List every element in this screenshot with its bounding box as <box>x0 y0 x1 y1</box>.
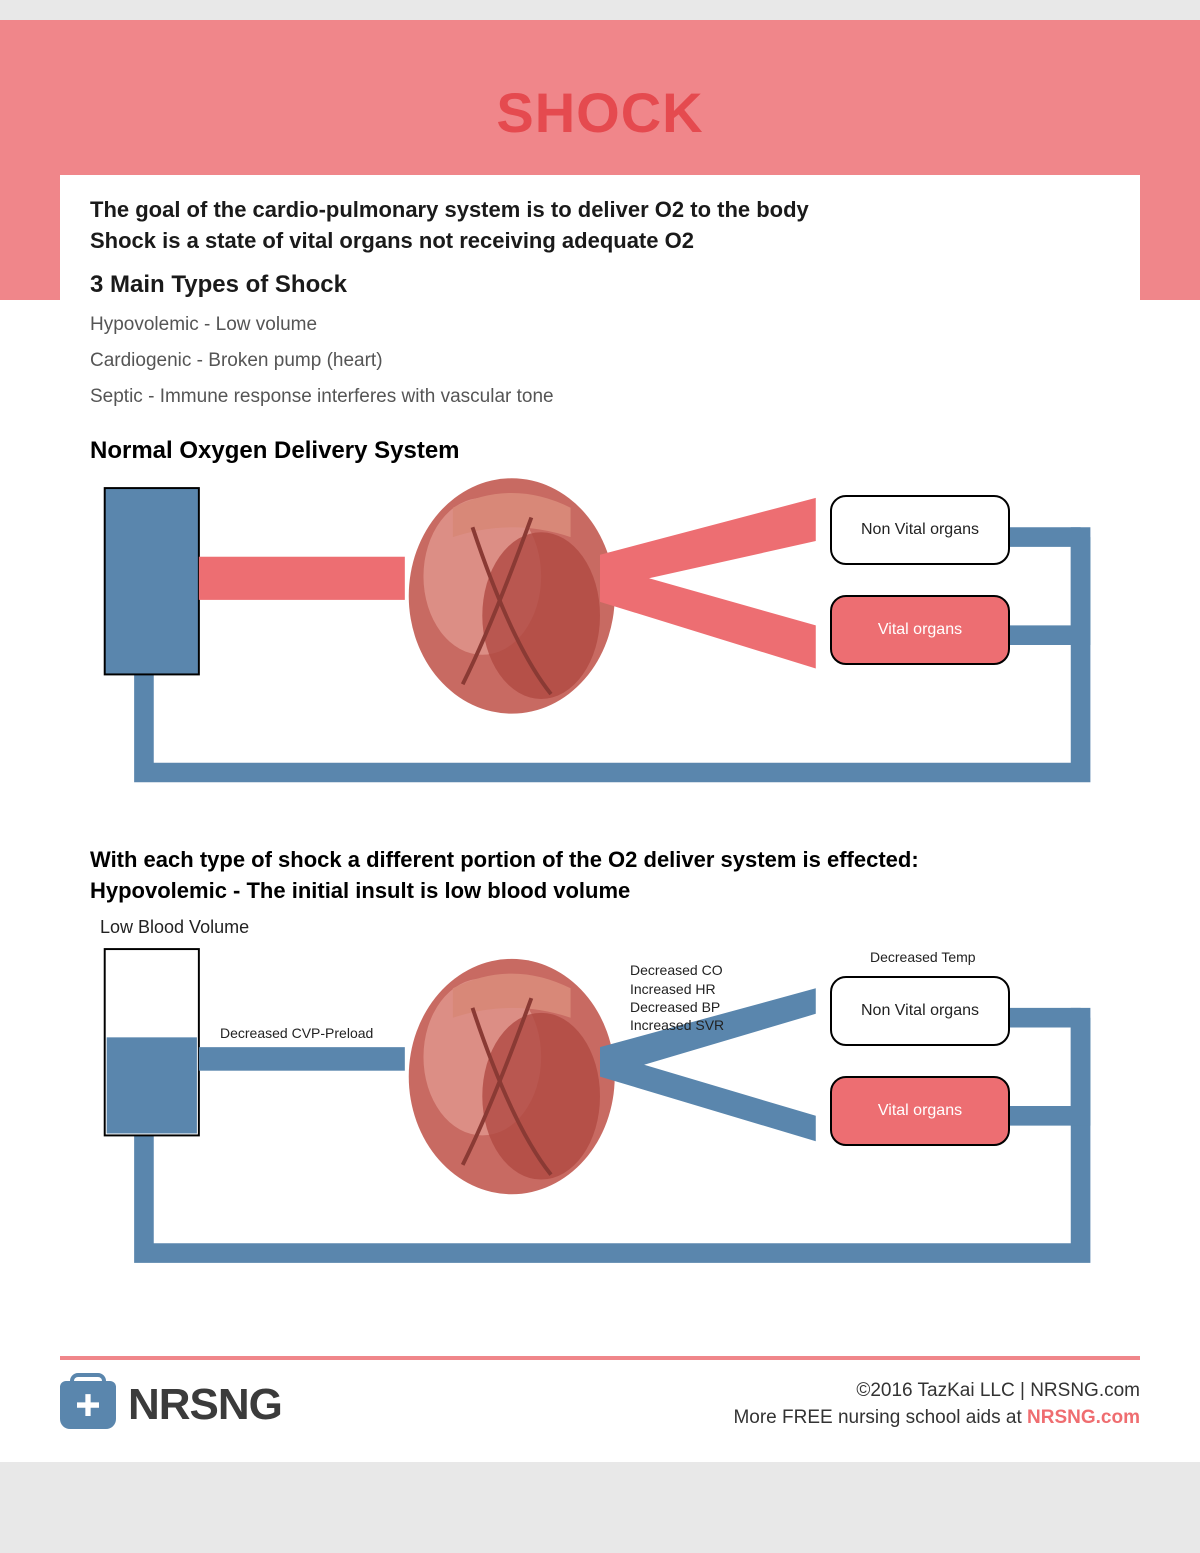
intro2-line-1: With each type of shock a different port… <box>90 845 1110 876</box>
credits: ©2016 TazKai LLC | NRSNG.com More FREE n… <box>733 1378 1140 1431</box>
vital-box: Vital organs <box>830 595 1010 665</box>
types-heading: 3 Main Types of Shock <box>90 271 1110 299</box>
preload-label: Decreased CVP-Preload <box>220 1024 373 1042</box>
type-item: Hypovolemic - Low volume <box>90 307 1110 343</box>
vital-box-2: Vital organs <box>830 1076 1010 1146</box>
temp-label: Decreased Temp <box>870 948 976 966</box>
nonvital-label: Non Vital organs <box>861 521 979 539</box>
goal-line-1: The goal of the cardio-pulmonary system … <box>90 195 1110 226</box>
metrics-block: Decreased CO Increased HR Decreased BP I… <box>630 961 724 1034</box>
metric: Increased HR <box>630 980 724 998</box>
nonvital-label-2: Non Vital organs <box>861 1002 979 1020</box>
brand-name: NRSNG <box>128 1380 282 1430</box>
intro2-line-2: Hypovolemic - The initial insult is low … <box>90 876 1110 907</box>
plus-icon <box>77 1394 99 1416</box>
type-item: Septic - Immune response interferes with… <box>90 379 1110 415</box>
vital-label-2: Vital organs <box>878 1102 962 1120</box>
type-item: Cardiogenic - Broken pump (heart) <box>90 343 1110 379</box>
diagram1-title: Normal Oxygen Delivery System <box>90 437 1110 465</box>
diagram-hypovolemic: Low Blood Volume <box>90 916 1110 1296</box>
content-card: The goal of the cardio-pulmonary system … <box>60 175 1140 1326</box>
metric: Decreased BP <box>630 998 724 1016</box>
nurse-cap-icon <box>60 1381 116 1429</box>
more-aids-pre: More FREE nursing school aids at <box>733 1407 1027 1428</box>
nonvital-box-2: Non Vital organs <box>830 976 1010 1046</box>
more-aids: More FREE nursing school aids at NRSNG.c… <box>733 1405 1140 1432</box>
metric: Increased SVR <box>630 1016 724 1034</box>
brand: NRSNG <box>60 1380 282 1430</box>
goal-line-2: Shock is a state of vital organs not rec… <box>90 226 1110 257</box>
goal-text: The goal of the cardio-pulmonary system … <box>90 195 1110 257</box>
copyright: ©2016 TazKai LLC | NRSNG.com <box>733 1378 1140 1405</box>
vital-label: Vital organs <box>878 621 962 639</box>
tank-label: Low Blood Volume <box>100 916 249 939</box>
intro2: With each type of shock a different port… <box>90 845 1110 907</box>
types-list: Hypovolemic - Low volume Cardiogenic - B… <box>90 307 1110 415</box>
page: SHOCK The goal of the cardio-pulmonary s… <box>0 20 1200 1462</box>
nonvital-box: Non Vital organs <box>830 495 1010 565</box>
page-title: SHOCK <box>0 20 1200 145</box>
footer: NRSNG ©2016 TazKai LLC | NRSNG.com More … <box>0 1360 1200 1461</box>
brand-link[interactable]: NRSNG.com <box>1027 1407 1140 1428</box>
diagram-normal: Non Vital organs Vital organs <box>90 475 1110 815</box>
metric: Decreased CO <box>630 961 724 979</box>
